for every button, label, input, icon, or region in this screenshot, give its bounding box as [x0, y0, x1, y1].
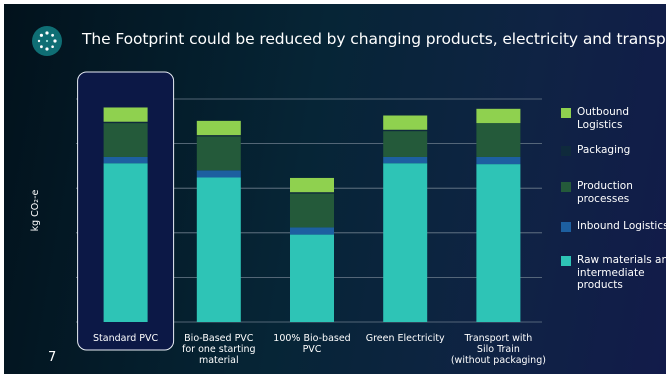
bar-segment — [290, 192, 334, 194]
category-label: Green Electricity — [366, 333, 445, 344]
bar-segment — [290, 177, 334, 193]
legend-swatch — [561, 256, 571, 266]
y-axis-label: kg CO₂-e — [30, 189, 41, 231]
bar-segment — [383, 156, 428, 164]
bar-segment — [476, 108, 521, 124]
legend-label: Raw materials and intermediate products — [577, 254, 666, 291]
legend-swatch — [561, 108, 571, 118]
legend-swatch — [561, 146, 571, 156]
slide: The Footprint could be reduced by changi… — [4, 4, 666, 374]
legend-label: Inbound Logistics — [577, 220, 666, 232]
bar-segment — [196, 135, 241, 137]
bar-segment — [103, 121, 148, 124]
bar-segment — [103, 163, 148, 322]
bar-segment — [383, 131, 428, 157]
stacked-bar-chart: Standard PVC Bio-Based PVC for one startin… — [30, 71, 546, 366]
legend-item: Production processes — [561, 180, 666, 205]
legend-label: Outbound Logistics — [577, 106, 630, 131]
bar-segment — [196, 177, 241, 322]
legend-item: Packaging — [561, 144, 666, 157]
category-label: Transport with Silo Train (without packagi… — [451, 333, 546, 366]
slide-title: The Footprint could be reduced by changi… — [82, 30, 666, 48]
bar-segment — [196, 170, 241, 178]
bar-segment — [383, 115, 428, 130]
bar-segment — [476, 156, 521, 165]
bar-segment — [103, 123, 148, 157]
legend-label: Packaging — [577, 144, 631, 156]
bar-segment — [290, 234, 334, 322]
legend-item: Raw materials and intermediate products — [561, 254, 666, 292]
page-number: 7 — [48, 350, 57, 365]
dotted-circle-logo-icon — [32, 26, 62, 56]
bar-segment — [476, 123, 521, 157]
bar-segment — [476, 164, 521, 322]
category-label: Bio-Based PVC for one starting material — [182, 333, 256, 366]
legend-swatch — [561, 222, 571, 232]
bar-segment — [196, 120, 241, 136]
bar-segment — [383, 163, 428, 322]
legend-swatch — [561, 182, 571, 192]
legend-item: Inbound Logistics — [561, 220, 666, 233]
legend-label: Production processes — [577, 180, 633, 205]
legend-item: Outbound Logistics — [561, 106, 666, 131]
bar-segment — [290, 227, 334, 235]
category-label: Standard PVC — [93, 333, 158, 344]
bar-segment — [103, 107, 148, 122]
bar-segment — [383, 129, 428, 132]
bar-segment — [196, 136, 241, 171]
category-label: 100% Bio-based PVC — [273, 333, 350, 355]
bar-segment — [103, 156, 148, 164]
bar-segment — [290, 193, 334, 228]
